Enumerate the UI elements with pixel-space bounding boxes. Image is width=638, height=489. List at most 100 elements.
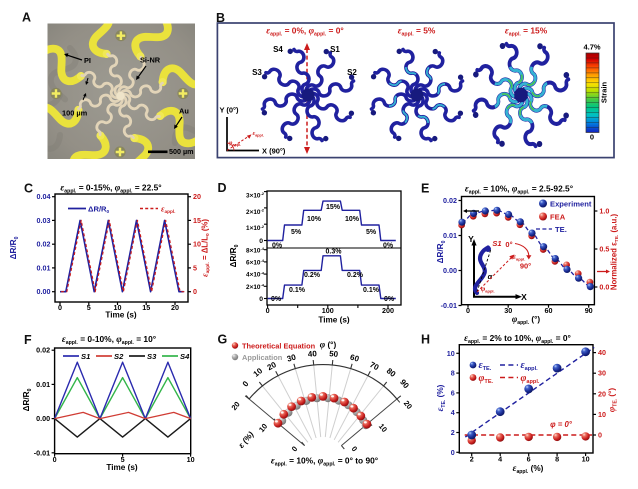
svg-text:0.02: 0.02 [36,346,50,355]
svg-text:30: 30 [504,306,512,315]
svg-text:0.5: 0.5 [599,245,609,254]
svg-text:0°: 0° [505,240,512,249]
svg-text:εappl. = 5%: εappl. = 5% [398,26,436,38]
svg-text:0.2%: 0.2% [347,272,364,279]
svg-text:0: 0 [193,287,197,296]
svg-text:ΔR/R0: ΔR/R0 [9,236,20,259]
svg-text:Y (0°): Y (0°) [219,106,239,115]
svg-text:20: 20 [598,389,606,398]
svg-text:10: 10 [582,455,590,464]
svg-text:0.01: 0.01 [443,231,457,240]
svg-text:1.0: 1.0 [599,207,609,216]
svg-text:0.1%: 0.1% [363,287,380,294]
svg-text:PI: PI [84,56,91,65]
svg-text:X: X [521,292,527,302]
svg-text:D: D [218,181,227,195]
svg-text:α: α [488,272,493,281]
svg-text:2×10-2: 2×10-2 [246,208,265,216]
svg-text:S1: S1 [330,45,340,54]
svg-text:100 µm: 100 µm [62,109,88,118]
svg-text:4.7%: 4.7% [583,43,600,52]
svg-text:5: 5 [193,263,197,272]
svg-text:Application: Application [242,353,283,362]
svg-text:Au: Au [179,107,189,116]
svg-text:100: 100 [322,306,334,315]
svg-text:10: 10 [193,240,201,249]
svg-text:0.02: 0.02 [37,240,51,249]
svg-text:0.01: 0.01 [37,263,51,272]
svg-text:εappl. (%): εappl. (%) [513,463,544,475]
svg-text:50: 50 [329,349,339,359]
svg-text:4: 4 [498,455,502,464]
svg-text:60: 60 [349,353,361,364]
svg-text:-0.01: -0.01 [34,448,50,457]
svg-text:0: 0 [241,379,251,389]
svg-text:40: 40 [307,349,317,359]
svg-text:εappl. = 0-10%, φappl. = 10°: εappl. = 0-10%, φappl. = 10° [62,334,156,346]
svg-text:15%: 15% [326,204,341,211]
svg-text:S1: S1 [81,352,90,361]
svg-text:5: 5 [121,455,125,464]
svg-text:ΔR/R0: ΔR/R0 [88,205,110,215]
svg-text:ΔR/R0: ΔR/R0 [22,388,33,411]
svg-text:0%: 0% [383,243,394,250]
svg-text:H: H [421,333,430,347]
svg-text:G: G [218,333,228,347]
svg-text:20: 20 [171,303,179,312]
svg-text:4×10-4: 4×10-4 [246,270,265,278]
svg-text:A: A [22,11,31,25]
svg-text:0.00: 0.00 [443,266,457,275]
svg-text:0.1%: 0.1% [289,287,306,294]
svg-text:40: 40 [598,348,606,357]
svg-text:εappl.: εappl. [513,252,525,261]
svg-text:Y: Y [468,234,474,244]
svg-text:X (90°): X (90°) [262,147,286,156]
svg-text:Time (s): Time (s) [105,311,137,320]
svg-text:0: 0 [266,306,270,315]
svg-text:εappl.: εappl. [521,360,539,372]
svg-text:FEA: FEA [550,213,566,222]
svg-text:φTE.: φTE. [479,373,494,385]
svg-text:εTE. (%): εTE. (%) [435,384,447,411]
svg-text:30: 30 [286,352,298,363]
svg-text:S4: S4 [273,45,283,54]
svg-text:3×10-2: 3×10-2 [246,191,265,199]
svg-text:εappl. = 10%, φappl. = 0° to: εappl. = 10%, φappl. = 0° to 90° [271,456,378,468]
svg-text:εappl. = ΔL/L0 (%): εappl. = ΔL/L0 (%) [200,219,212,277]
svg-text:0: 0 [590,133,594,142]
svg-text:10: 10 [598,410,606,419]
svg-text:90: 90 [585,306,593,315]
svg-text:0: 0 [451,448,455,457]
svg-text:0.3%: 0.3% [326,249,343,256]
svg-text:5: 5 [87,303,91,312]
svg-text:5%: 5% [291,229,302,236]
svg-text:B: B [216,11,225,25]
svg-text:S2: S2 [347,68,357,77]
svg-text:εappl. = 0%, φappl. = 0°: εappl. = 0%, φappl. = 0° [266,26,343,38]
svg-text:8×10-4: 8×10-4 [246,246,265,254]
svg-text:6: 6 [527,455,531,464]
svg-text:2: 2 [451,428,455,437]
svg-text:0: 0 [290,444,300,453]
svg-text:0%: 0% [271,296,282,303]
svg-text:10%: 10% [345,216,360,223]
svg-text:S4: S4 [180,352,190,361]
svg-text:φappl.: φappl. [521,373,540,385]
svg-text:TE.: TE. [555,225,567,234]
svg-text:Normalized εTE. (a.u.): Normalized εTE. (a.u.) [610,214,621,291]
svg-text:1×10-2: 1×10-2 [246,224,265,232]
svg-text:εappl. = 10%, φappl. = 2.5-9: εappl. = 10%, φappl. = 2.5-92.5° [465,184,573,196]
svg-text:0.00: 0.00 [37,287,51,296]
svg-text:6: 6 [451,388,455,397]
svg-text:30: 30 [598,369,606,378]
svg-text:εappl.: εappl. [253,130,264,137]
svg-text:ΔR/R0: ΔR/R0 [436,240,447,263]
svg-text:0: 0 [350,444,360,453]
svg-text:5%: 5% [366,229,377,236]
svg-text:0: 0 [259,296,263,303]
svg-text:2×10-4: 2×10-4 [246,283,265,291]
svg-text:S3: S3 [252,68,262,77]
svg-text:εappl.: εappl. [161,204,175,215]
svg-text:φappl.: φappl. [229,140,242,147]
svg-text:E: E [421,182,429,196]
